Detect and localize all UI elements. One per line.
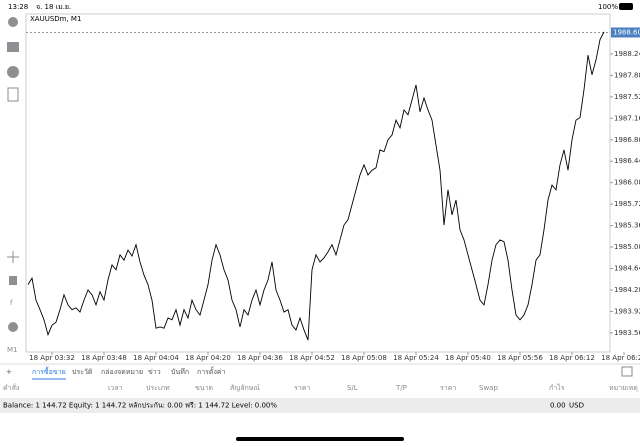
- y-tick-label: 1987.880: [614, 71, 640, 79]
- y-tick-label: 1986.800: [614, 136, 640, 144]
- column-header: ราคา: [440, 384, 456, 392]
- y-tick-label: 1984.640: [614, 265, 640, 273]
- column-header: คำสั่ง: [3, 383, 19, 392]
- y-tick-label: 1986.440: [614, 157, 640, 165]
- balance-bar: [0, 398, 640, 413]
- battery-text: 100%: [598, 3, 618, 11]
- tab[interactable]: ประวัติ: [72, 368, 93, 376]
- candle-icon[interactable]: [9, 276, 17, 285]
- x-tick-label: 18 Apr 05:40: [445, 354, 491, 362]
- toolbar: f M1: [7, 17, 19, 354]
- y-tick-label: 1986.080: [614, 179, 640, 187]
- y-tick-label: 1985.000: [614, 243, 640, 251]
- x-tick-label: 18 Apr 04:52: [289, 354, 335, 362]
- crosshair-icon[interactable]: [7, 251, 19, 263]
- x-tick-label: 18 Apr 03:32: [29, 354, 75, 362]
- panel-icon[interactable]: [621, 366, 633, 377]
- y-tick-label: 1987.160: [614, 114, 640, 122]
- new-icon[interactable]: [7, 87, 19, 102]
- tab[interactable]: กล่องจดหมาย: [101, 368, 143, 376]
- objects-icon[interactable]: [8, 322, 18, 332]
- x-tick-label: 18 Apr 05:08: [341, 354, 387, 362]
- currency: USD: [569, 402, 584, 410]
- columns: คำสั่ง เวลา ประเภท ขนาด สัญลักษณ์ ราคา S/L T/P ร…: [3, 383, 638, 392]
- column-header: T/P: [395, 384, 407, 392]
- x-tick-label: 18 Apr 03:48: [81, 354, 127, 362]
- x-tick-label: 18 Apr 05:24: [393, 354, 439, 362]
- tab[interactable]: ข่าว: [148, 368, 161, 376]
- indicator-icon[interactable]: f: [10, 299, 13, 307]
- chart: 1988.240 1987.880 1987.520 1987.160 1986.800…: [26, 27, 640, 362]
- column-header: ขนาด: [195, 384, 213, 392]
- x-tick-label: 18 Apr 05:56: [497, 354, 543, 362]
- profit: 0.00: [550, 402, 566, 410]
- column-header: ราคา: [294, 384, 310, 392]
- x-tick-label: 18 Apr 04:04: [133, 354, 179, 362]
- y-tick-label: 1987.520: [614, 93, 640, 101]
- column-header: หมายเหตุ: [609, 384, 638, 392]
- y-tick-label: 1985.720: [614, 200, 640, 208]
- y-tick-label: 1983.560: [614, 329, 640, 337]
- column-header: เวลา: [108, 384, 123, 392]
- x-tick-label: 18 Apr 06:28: [601, 354, 640, 362]
- column-header: กำไร: [549, 383, 565, 392]
- balance-text: Balance: 1 144.72 Equity: 1 144.72 หลักป…: [3, 402, 277, 410]
- y-tick-label: 1984.280: [614, 286, 640, 294]
- chat-icon[interactable]: [7, 66, 19, 78]
- trade-icon[interactable]: [7, 42, 19, 52]
- column-header: Swap: [479, 384, 498, 392]
- home-indicator: [236, 437, 404, 441]
- current-price-label: 1988.600: [613, 28, 640, 36]
- symbol-label: XAUUSDm, M1: [30, 15, 81, 23]
- tabs: การซื้อขาย ประวัติ กล่องจดหมาย ข่าว บันทึก กา…: [32, 365, 226, 380]
- column-header: ประเภท: [146, 384, 170, 392]
- status-time: 13:28: [8, 3, 28, 11]
- column-header: S/L: [347, 384, 358, 392]
- current-price-box: [611, 27, 640, 38]
- x-tick-label: 18 Apr 06:12: [549, 354, 595, 362]
- y-tick-label: 1983.920: [614, 307, 640, 315]
- status-date: จ. 18 เม.ย.: [36, 3, 71, 11]
- tab[interactable]: การตั้งค่า: [197, 365, 226, 376]
- timeframe-icon[interactable]: M1: [7, 346, 18, 354]
- price-line: [27, 31, 605, 341]
- column-header: สัญลักษณ์: [230, 384, 260, 392]
- battery-icon: [619, 3, 633, 10]
- x-tick-label: 18 Apr 04:20: [185, 354, 231, 362]
- tab[interactable]: บันทึก: [171, 367, 189, 376]
- x-tick-label: 18 Apr 04:36: [237, 354, 283, 362]
- y-tick-label: 1985.360: [614, 222, 640, 230]
- account-icon[interactable]: [8, 17, 18, 27]
- y-tick-label: 1988.240: [614, 50, 640, 58]
- chart-frame: [25, 13, 611, 353]
- tab[interactable]: การซื้อขาย: [32, 365, 66, 376]
- add-button[interactable]: +: [6, 368, 12, 376]
